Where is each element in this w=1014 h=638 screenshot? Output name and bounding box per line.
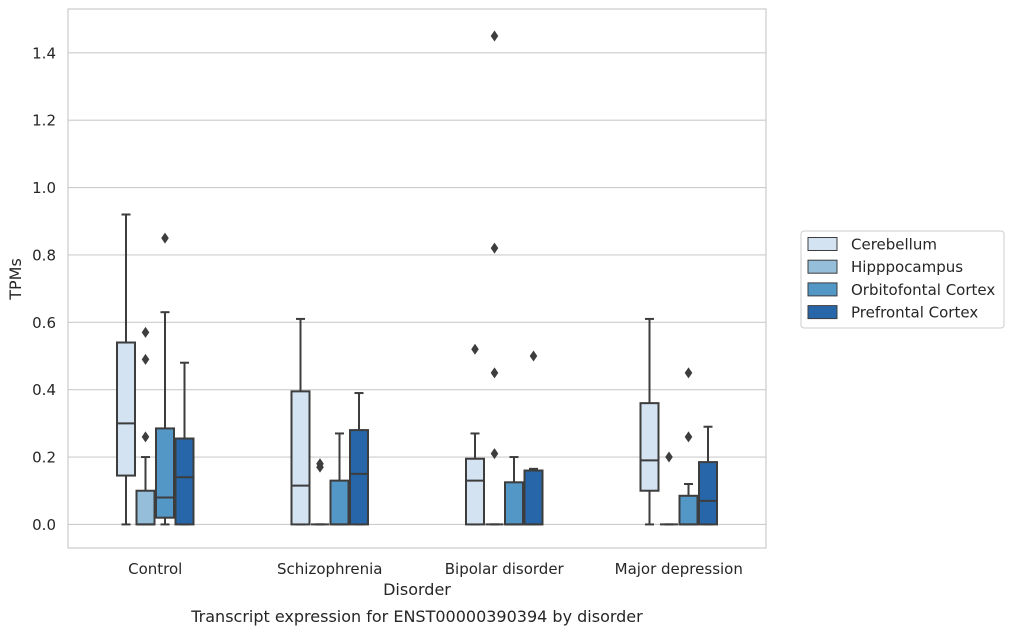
- box-group: [504, 456, 524, 526]
- box: [639, 402, 660, 492]
- box: [349, 429, 369, 526]
- box-plot-series: [116, 30, 718, 526]
- box: [523, 469, 544, 526]
- x-tick-label: Major depression: [615, 560, 743, 578]
- legend-swatch: [807, 259, 838, 274]
- y-axis-label: TPMs: [6, 258, 25, 301]
- box: [290, 390, 311, 526]
- box-group: [290, 317, 311, 526]
- y-tick-label: 1.4: [32, 44, 56, 62]
- box: [504, 481, 524, 526]
- outlier-point: [684, 431, 693, 443]
- outlier-point: [471, 343, 479, 355]
- legend-label: Cerebellum: [851, 236, 937, 254]
- box-group: [311, 458, 329, 526]
- outlier-point: [490, 448, 499, 460]
- box: [116, 341, 136, 477]
- box-group: [523, 350, 544, 526]
- legend-label: Prefrontal Cortex: [851, 304, 978, 322]
- box-group: [329, 432, 350, 526]
- box-group: [155, 232, 175, 526]
- box-group: [116, 213, 136, 526]
- legend-swatch: [807, 305, 838, 320]
- box-group: [485, 30, 504, 526]
- outlier-point: [141, 326, 150, 338]
- y-tick-label: 0.8: [32, 246, 56, 264]
- box: [329, 479, 350, 526]
- box-group: [678, 367, 699, 526]
- x-axis-ticks: Control Schizophrenia Bipolar disorder Majo…: [128, 560, 743, 578]
- outlier-point: [665, 451, 673, 463]
- plot-area-frame: [67, 8, 767, 549]
- box-group: [698, 425, 718, 526]
- legend-swatch: [807, 282, 838, 297]
- box-group: [349, 392, 369, 526]
- box: [135, 489, 156, 526]
- legend-swatch: [807, 237, 838, 251]
- box-group: [465, 343, 485, 526]
- chart-caption: Transcript expression for ENST0000039039…: [190, 607, 643, 626]
- outlier-point: [141, 353, 150, 365]
- y-tick-label: 0.6: [32, 314, 56, 332]
- x-axis-label: Disorder: [383, 580, 451, 599]
- y-tick-label: 0.4: [32, 381, 56, 399]
- y-tick-label: 0.2: [32, 449, 56, 467]
- outlier-point: [684, 367, 693, 379]
- box-group: [135, 326, 156, 526]
- y-tick-label: 1.2: [32, 112, 56, 130]
- legend-label: Hipppocampus: [851, 258, 963, 276]
- box-group: [174, 361, 195, 526]
- box-group: [639, 317, 660, 526]
- box: [465, 457, 485, 526]
- box-group: [660, 451, 678, 526]
- box: [678, 494, 699, 526]
- outlier-point: [490, 242, 499, 254]
- box: [174, 437, 195, 526]
- outlier-point: [529, 350, 538, 362]
- y-tick-label: 1.0: [32, 179, 56, 197]
- box: [698, 461, 718, 526]
- x-tick-label: Control: [128, 560, 182, 578]
- outlier-point: [161, 232, 169, 244]
- box: [155, 427, 175, 519]
- outlier-point: [490, 367, 499, 379]
- legend: Cerebellum Hipppocampus Orbitofontal Corte…: [800, 230, 1005, 329]
- y-tick-label: 0.0: [32, 516, 56, 534]
- outlier-point: [141, 431, 150, 443]
- legend-label: Orbitofontal Cortex: [851, 281, 995, 299]
- x-tick-label: Schizophrenia: [277, 560, 382, 578]
- outlier-point: [490, 30, 499, 42]
- outlier-point: [316, 458, 324, 470]
- x-tick-label: Bipolar disorder: [445, 560, 565, 578]
- y-axis-ticks: 0.0 0.2 0.4 0.6 0.8 1.0 1.2 1.4: [32, 44, 56, 534]
- legend-frame: [800, 230, 1005, 329]
